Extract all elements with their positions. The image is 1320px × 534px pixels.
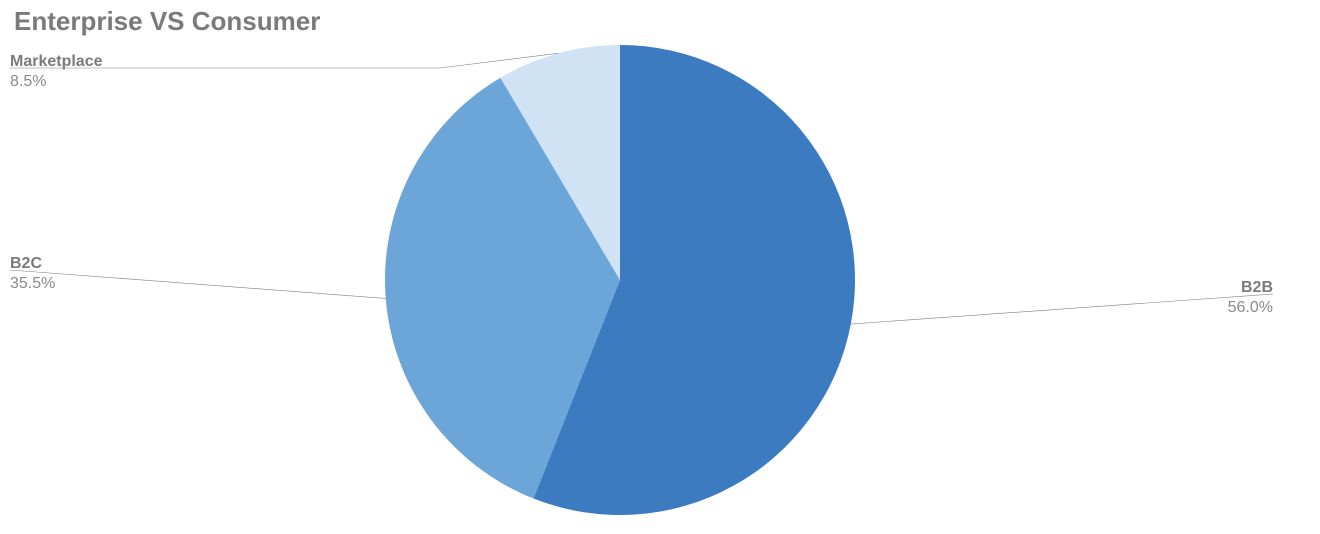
slice-name-marketplace: Marketplace [10, 52, 103, 72]
slice-pct-b2c: 35.5% [10, 274, 55, 294]
slice-name-b2c: B2C [10, 254, 55, 274]
slice-pct-b2b: 56.0% [1228, 298, 1273, 318]
pie-chart [0, 0, 1320, 534]
leader-line [851, 294, 1273, 324]
slice-name-b2b: B2B [1228, 278, 1273, 298]
slice-label-marketplace: Marketplace 8.5% [10, 52, 103, 92]
slice-pct-marketplace: 8.5% [10, 72, 103, 92]
leader-line [10, 270, 386, 298]
slice-label-b2b: B2B 56.0% [1228, 278, 1273, 318]
slice-label-b2c: B2C 35.5% [10, 254, 55, 294]
